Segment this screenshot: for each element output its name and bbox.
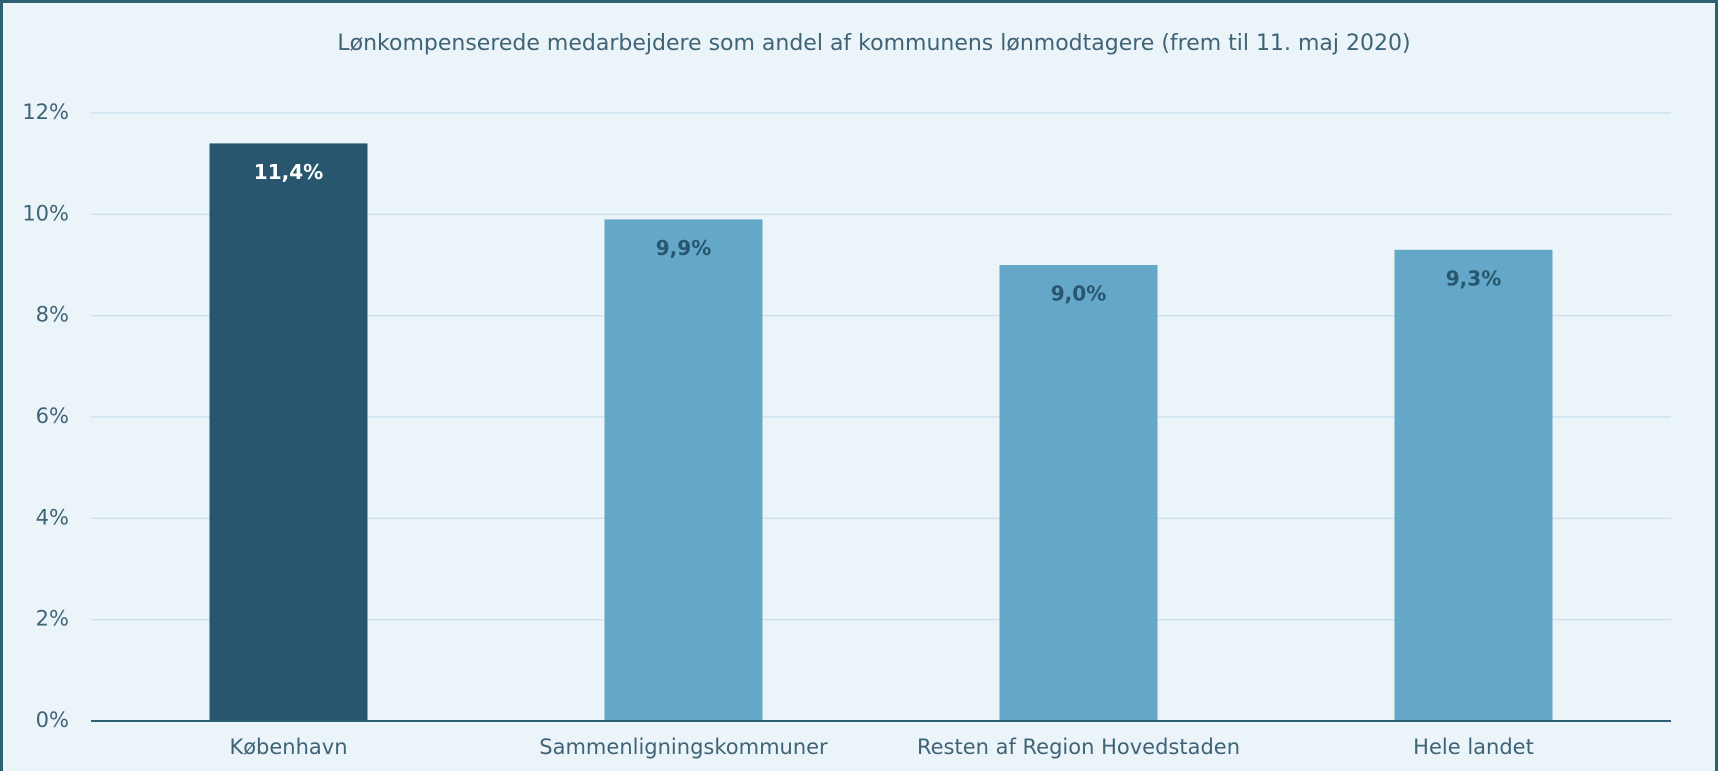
y-tick-label: 12% xyxy=(22,100,69,124)
bar xyxy=(604,219,763,721)
y-tick-label: 2% xyxy=(36,607,69,631)
bar xyxy=(999,265,1158,721)
x-tick-label: Sammenligningskommuner xyxy=(539,735,828,759)
y-tick-label: 0% xyxy=(36,708,69,732)
bar xyxy=(209,143,368,721)
y-tick-label: 6% xyxy=(36,404,69,428)
y-tick-label: 4% xyxy=(36,505,69,529)
y-tick-label: 10% xyxy=(22,201,69,225)
value-label: 9,3% xyxy=(1446,266,1501,290)
x-tick-label: København xyxy=(229,735,347,759)
chart-title: Lønkompenserede medarbejdere som andel a… xyxy=(337,31,1410,56)
x-tick-label: Resten af Region Hovedstaden xyxy=(917,735,1240,759)
value-label: 11,4% xyxy=(254,160,323,184)
value-label: 9,9% xyxy=(656,236,711,260)
bar xyxy=(1394,249,1553,722)
value-label: 9,0% xyxy=(1051,282,1106,306)
y-tick-label: 8% xyxy=(36,303,69,327)
x-tick-label: Hele landet xyxy=(1413,735,1534,759)
